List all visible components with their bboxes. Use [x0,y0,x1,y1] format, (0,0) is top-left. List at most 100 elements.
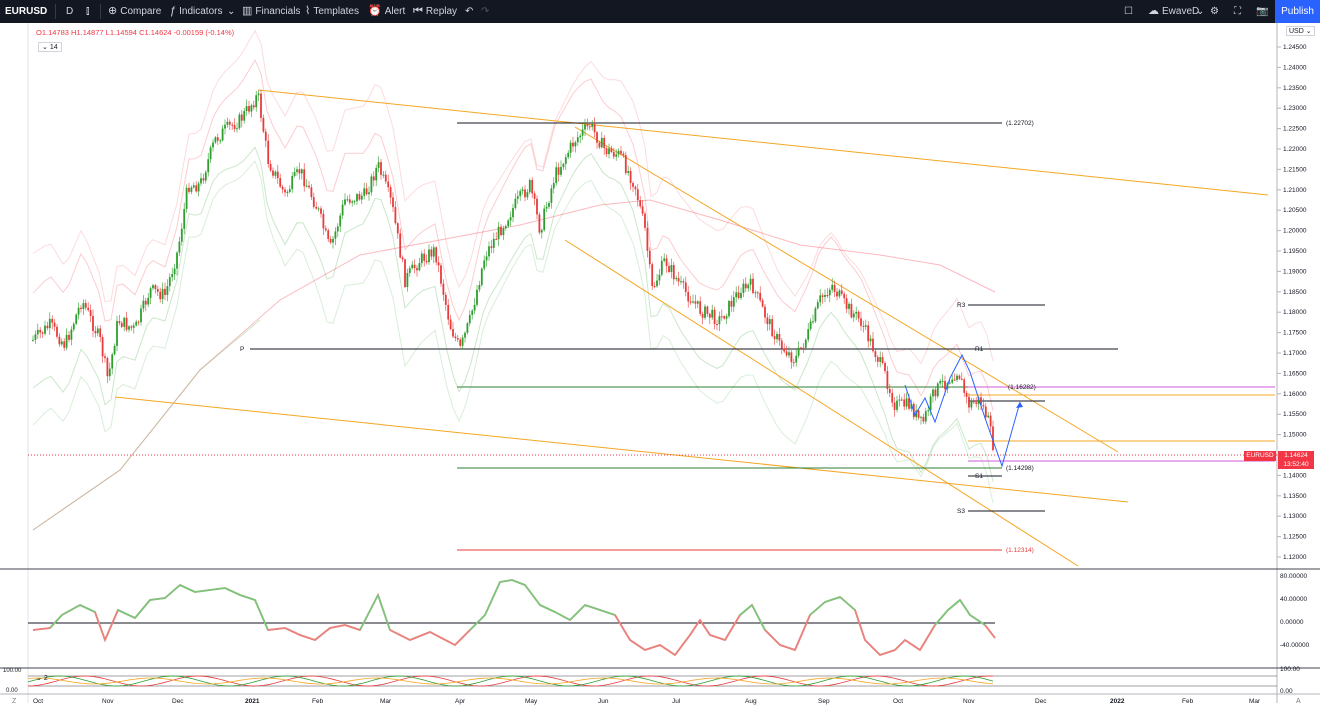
candle[interactable] [744,277,747,293]
candle[interactable] [303,163,306,192]
candle[interactable] [212,139,214,152]
candle[interactable] [608,143,610,159]
candle[interactable] [872,332,874,353]
candle[interactable] [764,303,766,324]
candle[interactable] [236,122,238,133]
candle[interactable] [180,223,183,246]
candle[interactable] [190,185,193,195]
candle[interactable] [178,236,181,256]
candle[interactable] [788,346,790,359]
candle[interactable] [749,274,752,291]
candle[interactable] [149,286,152,305]
candle[interactable] [226,117,229,128]
candle[interactable] [372,171,375,187]
candle[interactable] [672,261,675,285]
candle[interactable] [113,343,116,356]
candle[interactable] [552,177,555,194]
candle[interactable] [519,188,522,201]
candle[interactable] [276,164,279,184]
candle[interactable] [197,181,200,197]
indicators-dropdown[interactable]: ⌄ [227,0,235,23]
candle[interactable] [543,205,546,232]
candle[interactable] [917,409,920,420]
candle[interactable] [720,309,723,321]
candle[interactable] [116,315,118,352]
candle[interactable] [111,352,114,375]
candle[interactable] [735,286,738,303]
candle[interactable] [286,189,289,197]
candle[interactable] [761,298,764,308]
candle[interactable] [125,311,128,332]
candle[interactable] [382,171,385,179]
candle[interactable] [622,151,625,158]
candle[interactable] [399,228,402,259]
oscillator-line[interactable] [32,579,996,657]
candle[interactable] [584,118,586,137]
candle[interactable] [219,138,222,145]
candle[interactable] [742,279,745,298]
candle[interactable] [713,306,716,330]
candle[interactable] [780,338,783,355]
candle[interactable] [934,387,937,401]
candle[interactable] [876,355,879,368]
compare-button[interactable]: ⊕ Compare [108,0,161,23]
candle[interactable] [627,165,630,176]
candle[interactable] [514,193,517,210]
candle[interactable] [363,182,366,200]
candle[interactable] [428,244,430,265]
candle[interactable] [209,145,212,164]
candle[interactable] [639,195,642,209]
candle[interactable] [449,314,452,331]
candle[interactable] [488,241,490,261]
candle[interactable] [159,287,162,303]
oscillator-axis[interactable]: 80.00000 40.00000 0.00000 -40.00000 [1280,573,1310,649]
candle[interactable] [989,412,992,433]
candle[interactable] [324,225,327,232]
candle[interactable] [778,327,781,346]
candle[interactable] [75,313,78,326]
candle[interactable] [920,415,922,425]
candle[interactable] [809,318,812,331]
candle[interactable] [699,296,702,317]
candle[interactable] [903,393,906,411]
candle[interactable] [461,334,464,350]
candle[interactable] [492,232,495,254]
candle[interactable] [936,382,939,399]
candle[interactable] [953,373,956,381]
layout-name-button[interactable]: ☁ EwaveD [1148,0,1199,23]
trendline-lower-channel[interactable] [114,396,1129,503]
candle[interactable] [339,213,342,233]
candle[interactable] [48,312,51,335]
candle[interactable] [94,326,97,338]
candle[interactable] [507,218,510,228]
candle[interactable] [346,195,349,202]
candle[interactable] [963,377,966,397]
candle[interactable] [356,192,358,205]
candle[interactable] [550,184,553,209]
candle[interactable] [248,100,250,115]
candle[interactable] [579,133,582,144]
candle[interactable] [329,236,332,245]
candle[interactable] [737,285,740,300]
candle[interactable] [521,186,524,195]
candle[interactable] [132,322,135,334]
candle[interactable] [485,251,488,267]
candle[interactable] [612,148,615,160]
candle[interactable] [768,315,771,331]
candle[interactable] [348,194,351,205]
candle[interactable] [214,136,217,144]
candle[interactable] [951,374,954,385]
candle[interactable] [483,255,486,271]
candle[interactable] [245,99,248,116]
candle[interactable] [564,154,567,171]
candle[interactable] [888,384,891,398]
candle[interactable] [231,122,234,130]
candle[interactable] [344,193,346,207]
trendline-upper-channel[interactable] [257,89,1269,196]
candle[interactable] [468,310,471,327]
candle[interactable] [545,202,548,213]
candle[interactable] [327,228,330,242]
candle[interactable] [706,305,709,317]
candle[interactable] [941,374,944,388]
candle[interactable] [958,374,961,381]
